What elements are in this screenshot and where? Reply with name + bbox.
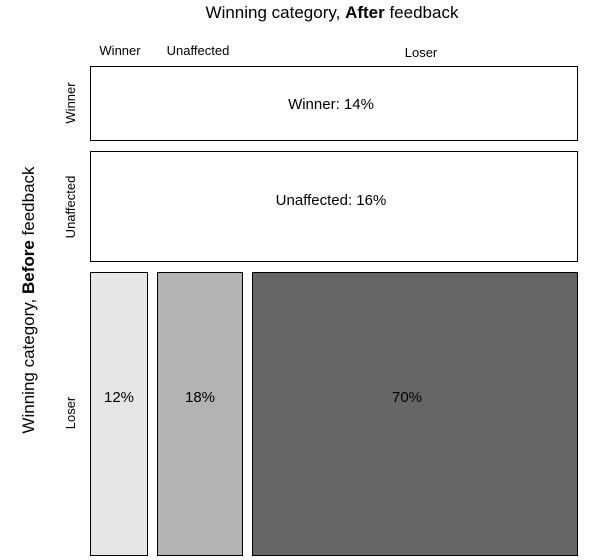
chart-title: Winning category, After feedback xyxy=(206,3,459,22)
row-label-winner: Winner xyxy=(63,82,78,124)
tile-winner-row xyxy=(90,66,578,141)
column-label-unaffected: Unaffected xyxy=(167,43,230,58)
column-label-loser: Loser xyxy=(405,45,438,60)
y-axis-title: Winning category, Before feedback xyxy=(19,166,38,434)
tile-loser-to-loser xyxy=(252,272,578,556)
row-label-unaffected: Unaffected xyxy=(63,176,78,239)
tile-label-loser-to-winner: 12% xyxy=(104,389,134,406)
tile-label-unaffected-row: Unaffected: 16% xyxy=(276,192,387,209)
row-label-loser: Loser xyxy=(63,396,78,429)
tile-loser-to-winner xyxy=(90,272,148,556)
column-label-winner: Winner xyxy=(99,43,141,58)
tile-loser-to-unaffected xyxy=(157,272,243,556)
tile-label-winner-row: Winner: 14% xyxy=(288,96,374,113)
tile-label-loser-to-unaffected: 18% xyxy=(185,389,215,406)
tile-label-loser-to-loser: 70% xyxy=(392,389,422,406)
tile-unaffected-row xyxy=(90,151,578,262)
